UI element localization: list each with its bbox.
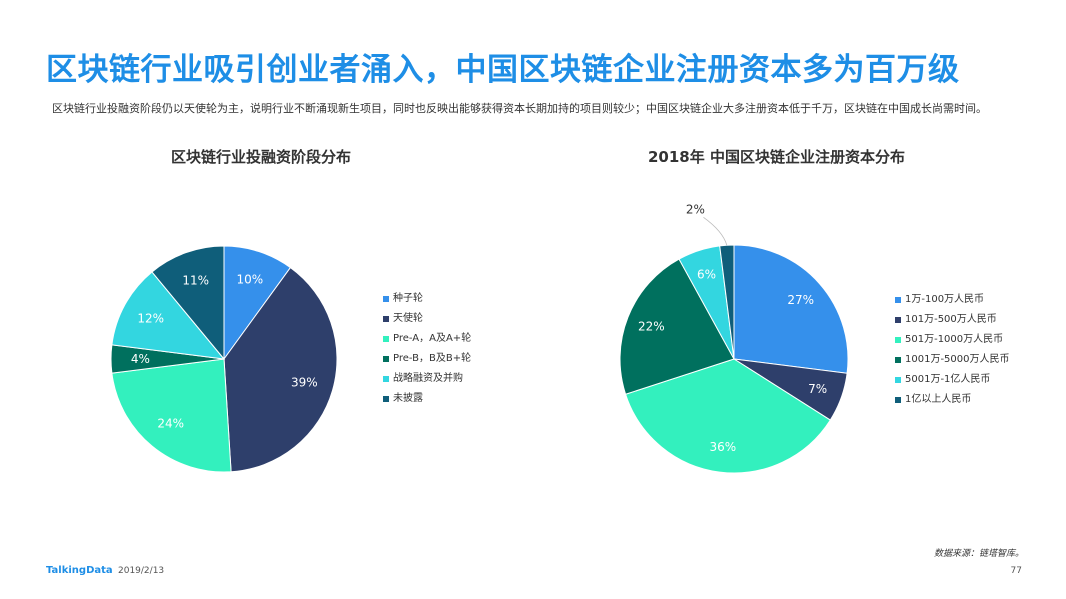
page-title: 区块链行业吸引创业者涌入，中国区块链企业注册资本多为百万级: [46, 52, 960, 88]
legend-item: 1001万-5000万人民币: [895, 350, 1010, 370]
legend-label: 5001万-1亿人民币: [905, 374, 991, 385]
brand-logo: TalkingData: [46, 565, 113, 576]
pie-slice: [111, 271, 226, 360]
pie-slice: [151, 245, 225, 361]
page-number: 77: [1010, 566, 1022, 576]
pie-slice-label: 10%: [237, 272, 264, 286]
pie-slice-label: 27%: [787, 293, 814, 307]
pie-slice-label: 2%: [686, 202, 705, 216]
legend-label: 1亿以上人民币: [905, 394, 972, 405]
legend-label: 未披露: [393, 393, 423, 404]
legend-swatch: [383, 296, 389, 302]
legend-label: Pre-B，B及B+轮: [393, 353, 472, 364]
pie-leader-line: [703, 216, 728, 246]
legend-item: 未披露: [383, 389, 471, 409]
legend-item: Pre-A，A及A+轮: [383, 329, 471, 349]
pie-slice: [619, 258, 735, 395]
legend-swatch: [895, 297, 901, 303]
legend-swatch: [895, 337, 901, 343]
legend-item: 5001万-1亿人民币: [895, 370, 1010, 390]
legend-item: 种子轮: [383, 289, 471, 309]
legend-label: Pre-A，A及A+轮: [393, 333, 472, 344]
pie-slice-label: 12%: [137, 312, 164, 326]
legend-swatch: [383, 356, 389, 362]
legend-item: Pre-B，B及B+轮: [383, 349, 471, 369]
pie-slice-label: 36%: [710, 440, 737, 454]
chart-title-funding-stage: 区块链行业投融资阶段分布: [171, 148, 352, 166]
legend-swatch: [895, 377, 901, 383]
data-source: 数据来源：链塔智库。: [933, 549, 1024, 559]
pie-slice-label: 39%: [291, 375, 318, 389]
legend-label: 1001万-5000万人民币: [905, 354, 1010, 365]
legend-item: 天使轮: [383, 309, 471, 329]
legend-swatch: [895, 317, 901, 323]
legend-item: 101万-500万人民币: [895, 310, 1010, 330]
legend-registered-capital: 1万-100万人民币 101万-500万人民币 501万-1000万人民币 1001万…: [895, 290, 1010, 410]
pie-chart-1: 10% 39% 24% 4% 12% 11%: [110, 245, 338, 473]
legend-label: 101万-500万人民币: [905, 314, 997, 325]
legend-item: 1亿以上人民币: [895, 390, 1010, 410]
legend-swatch: [383, 376, 389, 382]
legend-item: 1万-100万人民币: [895, 290, 1010, 310]
legend-label: 战略融资及并购: [393, 373, 463, 384]
legend-swatch: [383, 396, 389, 402]
pie-slice-label: 24%: [157, 416, 184, 430]
pie-slice: [733, 244, 849, 374]
legend-swatch: [895, 357, 901, 363]
legend-label: 1万-100万人民币: [905, 294, 985, 305]
legend-swatch: [895, 397, 901, 403]
pie-slice: [223, 266, 338, 473]
legend-item: 战略融资及并购: [383, 369, 471, 389]
pie-slice: [223, 245, 292, 361]
pie-slice: [624, 358, 831, 474]
pie-slice-label: 22%: [638, 319, 665, 333]
pie-slice-label: 4%: [131, 352, 150, 366]
pie-slice: [111, 358, 232, 473]
legend-item: 501万-1000万人民币: [895, 330, 1010, 350]
legend-label: 501万-1000万人民币: [905, 334, 1004, 345]
pie-slice-label: 11%: [182, 273, 209, 287]
pie-chart-2: 27% 7% 36% 22% 6% 2%: [619, 202, 849, 474]
legend-funding-stage: 种子轮天使轮 Pre-A，A及A+轮 Pre-B，B及B+轮 战略融资及并购 未披露: [383, 289, 471, 409]
legend-swatch: [383, 316, 389, 322]
legend-label: 种子轮: [393, 293, 423, 304]
page-subtitle: 区块链行业投融资阶段仍以天使轮为主，说明行业不断涌现新生项目，同时也反映出能够获…: [52, 102, 987, 115]
legend-swatch: [383, 336, 389, 342]
pie-slice-label: 6%: [697, 267, 716, 281]
report-date: 2019/2/13: [118, 566, 165, 576]
chart-title-registered-capital: 2018年 中国区块链企业注册资本分布: [648, 148, 905, 166]
legend-label: 天使轮: [393, 313, 423, 324]
pie-slice: [719, 244, 735, 360]
pie-slice-label: 7%: [808, 382, 827, 396]
